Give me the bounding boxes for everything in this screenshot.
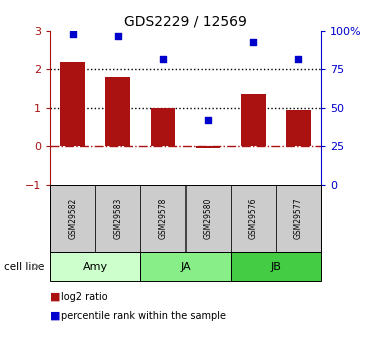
Bar <box>60 62 85 146</box>
Point <box>160 56 166 61</box>
Point <box>205 117 211 123</box>
Text: cell line: cell line <box>4 262 44 272</box>
Title: GDS2229 / 12569: GDS2229 / 12569 <box>124 14 247 29</box>
Text: log2 ratio: log2 ratio <box>61 292 108 302</box>
Point <box>250 39 256 45</box>
Bar <box>196 146 220 148</box>
Bar <box>241 95 266 146</box>
Text: ■: ■ <box>50 311 60 321</box>
Text: ■: ■ <box>50 292 60 302</box>
Text: Amy: Amy <box>83 262 108 272</box>
Text: percentile rank within the sample: percentile rank within the sample <box>61 311 226 321</box>
Text: GSM29576: GSM29576 <box>249 197 258 239</box>
Text: JA: JA <box>180 262 191 272</box>
Text: GSM29577: GSM29577 <box>294 197 303 239</box>
Point <box>115 33 121 38</box>
Text: JB: JB <box>270 262 281 272</box>
Text: GSM29582: GSM29582 <box>68 198 77 239</box>
Bar <box>151 108 175 146</box>
Point <box>295 56 301 61</box>
Text: GSM29578: GSM29578 <box>158 198 167 239</box>
Text: GSM29583: GSM29583 <box>113 198 122 239</box>
Bar <box>286 110 311 146</box>
Point <box>70 31 76 37</box>
Text: GSM29580: GSM29580 <box>204 198 213 239</box>
Bar <box>105 77 130 146</box>
